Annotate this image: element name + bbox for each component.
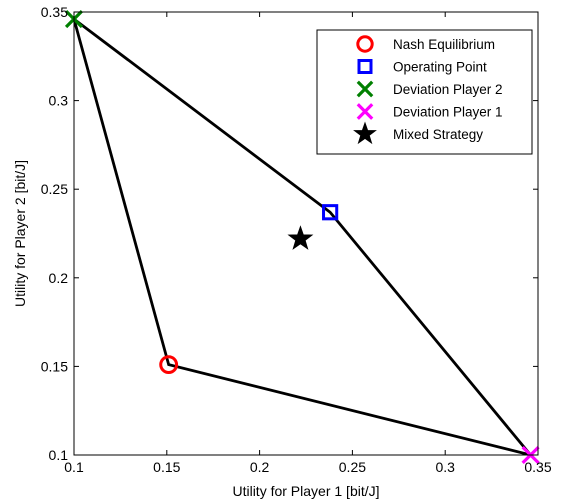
y-tick-label: 0.25	[41, 181, 68, 197]
y-tick-label: 0.15	[41, 358, 68, 374]
y-tick-label: 0.3	[49, 93, 69, 109]
legend-entry-label: Deviation Player 1	[393, 105, 503, 120]
legend-marker-operating-point	[357, 59, 373, 74]
legend-marker-mixed-strategy	[353, 121, 377, 145]
legend-box	[316, 29, 533, 155]
y-axis-label: Utility for Player 2 [bit/J]	[12, 160, 28, 307]
legend-entry-label: Operating Point	[393, 60, 487, 75]
axis-ticks: 0.1 0.15 0.2 0.25 0.3 0.35 0.1 0.15 0.2 0.25 0.3 0.…	[41, 4, 552, 475]
x-tick-label: 0.3	[435, 459, 455, 475]
marker-operating-point	[322, 204, 339, 221]
x-tick-label: 0.15	[153, 459, 180, 475]
y-tick-label: 0.1	[49, 447, 69, 463]
x-tick-label: 0.1	[64, 459, 84, 475]
legend-entry-label: Mixed Strategy	[393, 127, 483, 142]
marker-mixed-strategy	[287, 225, 314, 250]
x-tick-label: 0.25	[339, 459, 366, 475]
legend-marker-deviation-player-1	[356, 103, 374, 120]
legend-entry-label: Nash Equilibrium	[393, 37, 495, 52]
y-tick-label: 0.2	[49, 270, 69, 286]
y-tick-label: 0.35	[41, 4, 68, 20]
x-tick-label: 0.35	[524, 459, 551, 475]
x-axis-label: Utility for Player 1 [bit/J]	[232, 483, 379, 499]
legend-entry-label: Deviation Player 2	[393, 82, 503, 97]
plot-frame	[73, 11, 539, 456]
x-tick-label: 0.2	[250, 459, 270, 475]
legend-marker-deviation-player-2	[356, 80, 374, 98]
marker-nash-equilibrium	[159, 355, 179, 375]
legend-marker-nash-equilibrium	[356, 35, 374, 53]
legend: Nash Equilibrium Operating Point Deviation…	[316, 29, 533, 155]
